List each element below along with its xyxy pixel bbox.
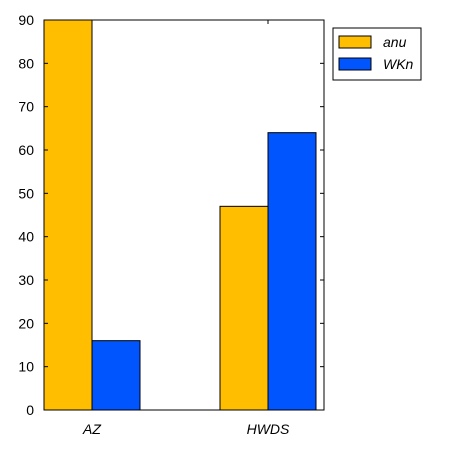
y-tick-label-60: 60 [18, 142, 34, 158]
x-tick-label-AZ: AZ [82, 421, 101, 437]
y-tick-label-80: 80 [18, 55, 34, 71]
bar-anu-HWDS [219, 205, 269, 411]
plot-frame [43, 19, 325, 411]
bar-WKn-AZ [91, 340, 141, 411]
x-tick-label-HWDS: HWDS [247, 421, 290, 437]
y-tick-label-30: 30 [18, 272, 34, 288]
y-tick-label-90: 90 [18, 12, 34, 28]
y-tick-label-40: 40 [18, 229, 34, 245]
y-tick-label-70: 70 [18, 99, 34, 115]
bar-WKn-HWDS [267, 132, 317, 411]
bar-anu-AZ [43, 19, 93, 411]
legend-label-WKn: WKn [383, 56, 414, 72]
y-tick-label-10: 10 [18, 359, 34, 375]
plot-area: 0 10 20 30 40 50 60 70 80 90 AZ HWDS [18, 12, 325, 437]
legend-swatch-WKn [338, 57, 372, 71]
legend-label-anu: anu [383, 34, 407, 50]
y-tick-label-50: 50 [18, 185, 34, 201]
legend: anu WKn [332, 27, 422, 81]
y-tick-label-0: 0 [26, 402, 34, 418]
legend-swatch-anu [338, 35, 372, 49]
y-tick-label-20: 20 [18, 315, 34, 331]
